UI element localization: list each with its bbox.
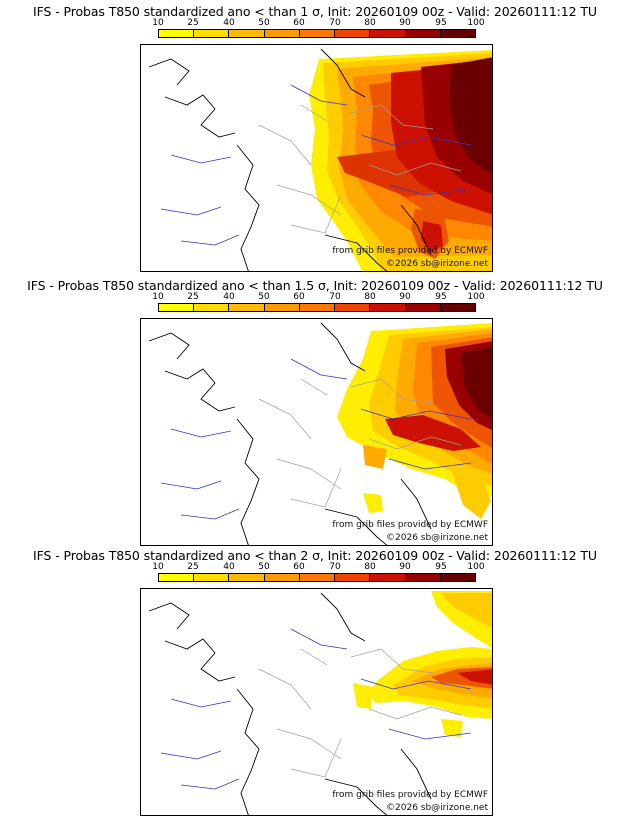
- copyright-credit: ©2026 sb@irizone.net: [386, 259, 488, 269]
- map-graphic: [148, 322, 492, 545]
- probability-field: [309, 50, 492, 271]
- colorbar-swatch: [264, 30, 300, 37]
- map-graphic: [148, 48, 492, 271]
- colorbar-swatch: [159, 304, 195, 311]
- colorbar-tick: 80: [364, 562, 376, 572]
- colorbar-tick: 95: [435, 18, 447, 28]
- colorbar-swatch: [229, 30, 265, 37]
- colorbar-swatch: [440, 304, 475, 311]
- colorbar-swatch: [194, 30, 230, 37]
- colorbar-swatch: [299, 574, 336, 581]
- colorbar-tick: 100: [467, 18, 485, 28]
- colorbar-tick: 95: [435, 562, 447, 572]
- colorbar-tick: 60: [293, 562, 305, 572]
- colorbar-tick: 80: [364, 18, 376, 28]
- colorbar-swatch: [229, 574, 265, 581]
- colorbar-tick: 10: [152, 562, 164, 572]
- colorbar-swatch: [299, 304, 336, 311]
- colorbar-swatch: [370, 304, 406, 311]
- map-graphic: [148, 591, 492, 815]
- colorbar-ticks: 10 25 40 50 60 70 80 90 95 100: [140, 562, 484, 572]
- colorbar-tick: 50: [258, 18, 270, 28]
- colorbar-swatch: [440, 30, 475, 37]
- probability-map: from grib files provided by ECMWF ©2026 …: [140, 318, 493, 546]
- colorbar-swatch: [229, 304, 265, 311]
- colorbar-tick: 10: [152, 18, 164, 28]
- colorbar-ticks: 10 25 40 50 60 70 80 90 95 100: [140, 18, 484, 28]
- colorbar-tick: 90: [399, 18, 411, 28]
- colorbar-tick: 60: [293, 18, 305, 28]
- colorbar-tick: 25: [187, 18, 199, 28]
- colorbar: [158, 573, 476, 582]
- probability-field: [353, 591, 492, 737]
- colorbar-swatch: [159, 574, 195, 581]
- colorbar-tick: 70: [329, 292, 341, 302]
- probability-map: from grib files provided by ECMWF ©2026 …: [140, 44, 493, 272]
- colorbar-swatch: [370, 574, 406, 581]
- colorbar-swatch: [440, 574, 475, 581]
- colorbar-tick: 90: [399, 292, 411, 302]
- colorbar-swatch: [194, 574, 230, 581]
- map-boundaries: [148, 48, 472, 271]
- colorbar-swatch: [405, 304, 441, 311]
- colorbar-tick: 40: [223, 18, 235, 28]
- map-panel-3: IFS - Probas T850 standardized ano < tha…: [0, 548, 630, 816]
- colorbar-tick: 70: [329, 18, 341, 28]
- data-source-credit: from grib files provided by ECMWF: [332, 790, 488, 800]
- colorbar-tick: 25: [187, 562, 199, 572]
- colorbar-swatch: [264, 574, 300, 581]
- colorbar-swatch: [335, 30, 371, 37]
- copyright-credit: ©2026 sb@irizone.net: [386, 803, 488, 813]
- panel-title: IFS - Probas T850 standardized ano < tha…: [33, 4, 597, 19]
- map-panel-2: IFS - Probas T850 standardized ano < tha…: [0, 278, 630, 546]
- map-boundaries: [148, 322, 472, 545]
- colorbar-ticks: 10 25 40 50 60 70 80 90 95 100: [140, 292, 484, 302]
- colorbar-swatch: [370, 30, 406, 37]
- colorbar-tick: 10: [152, 292, 164, 302]
- colorbar-swatch: [335, 304, 371, 311]
- colorbar-tick: 90: [399, 562, 411, 572]
- colorbar-tick: 100: [467, 292, 485, 302]
- colorbar-tick: 95: [435, 292, 447, 302]
- colorbar-swatch: [405, 30, 441, 37]
- colorbar-swatch: [299, 30, 336, 37]
- panel-title: IFS - Probas T850 standardized ano < tha…: [33, 548, 597, 563]
- colorbar-tick: 50: [258, 292, 270, 302]
- colorbar-tick: 50: [258, 562, 270, 572]
- colorbar-swatch: [335, 574, 371, 581]
- map-boundaries: [148, 592, 472, 815]
- colorbar-tick: 60: [293, 292, 305, 302]
- colorbar-tick: 40: [223, 292, 235, 302]
- colorbar-swatch: [194, 304, 230, 311]
- probability-map: from grib files provided by ECMWF ©2026 …: [140, 588, 493, 816]
- colorbar-tick: 70: [329, 562, 341, 572]
- colorbar-swatch: [405, 574, 441, 581]
- colorbar-tick: 100: [467, 562, 485, 572]
- colorbar-tick: 25: [187, 292, 199, 302]
- probability-field: [337, 323, 492, 519]
- colorbar-tick: 40: [223, 562, 235, 572]
- data-source-credit: from grib files provided by ECMWF: [332, 520, 488, 530]
- copyright-credit: ©2026 sb@irizone.net: [386, 533, 488, 543]
- data-source-credit: from grib files provided by ECMWF: [332, 246, 488, 256]
- colorbar: [158, 303, 476, 312]
- colorbar-swatch: [264, 304, 300, 311]
- colorbar-swatch: [159, 30, 195, 37]
- colorbar-tick: 80: [364, 292, 376, 302]
- colorbar: [158, 29, 476, 38]
- panel-title: IFS - Probas T850 standardized ano < tha…: [27, 278, 603, 293]
- map-panel-1: IFS - Probas T850 standardized ano < tha…: [0, 4, 630, 272]
